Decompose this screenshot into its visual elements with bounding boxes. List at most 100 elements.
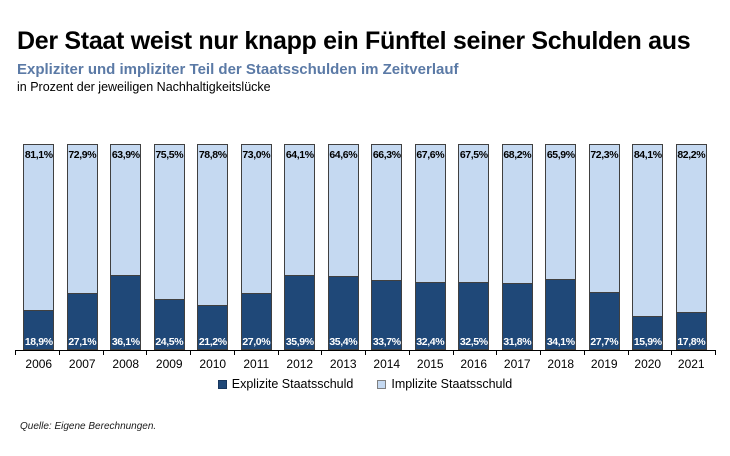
- stacked-bar: 68,2% 31,8%: [501, 144, 533, 350]
- axis-tick: [102, 351, 104, 355]
- bar-group-2016: 67,5% 32,5%: [452, 144, 496, 350]
- page-title: Der Staat weist nur knapp ein Fünftel se…: [17, 27, 691, 55]
- implicit-segment: [110, 144, 142, 276]
- axis-tick: [496, 351, 498, 355]
- bar-group-2009: 75,5% 24,5%: [148, 144, 192, 350]
- x-axis-label: 2008: [112, 357, 140, 371]
- explicit-segment: [371, 280, 403, 350]
- explicit-segment: [110, 275, 142, 350]
- legend-item-implicit: Implizite Staatsschuld: [377, 377, 512, 391]
- explicit-segment: [632, 317, 664, 350]
- stacked-bar: 72,3% 27,7%: [588, 144, 620, 350]
- implicit-value-label: 67,5%: [459, 149, 488, 161]
- x-axis-label: 2016: [460, 357, 488, 371]
- stacked-bar: 72,9% 27,1%: [66, 144, 98, 350]
- stacked-bar: 84,1% 15,9%: [632, 144, 664, 350]
- x-axis-label: 2015: [416, 357, 444, 371]
- explicit-value-label: 34,1%: [546, 336, 575, 348]
- chart-subtitle: Expliziter und impliziter Teil der Staat…: [17, 61, 459, 78]
- implicit-value-label: 64,1%: [285, 149, 314, 161]
- implicit-segment: [675, 144, 707, 314]
- stacked-bar: 66,3% 33,7%: [371, 144, 403, 350]
- bar-group-2018: 65,9% 34,1%: [539, 144, 583, 350]
- bar-group-2008: 63,9% 36,1%: [104, 144, 148, 350]
- explicit-value-label: 27,7%: [590, 336, 619, 348]
- source-note: Quelle: Eigene Berechnungen.: [20, 421, 157, 432]
- stacked-bar: 67,5% 32,5%: [458, 144, 490, 350]
- implicit-segment: [66, 144, 98, 295]
- x-axis-label: 2006: [25, 357, 53, 371]
- implicit-segment: [240, 144, 272, 295]
- implicit-value-label: 78,8%: [198, 149, 227, 161]
- implicit-value-label: 75,5%: [155, 149, 184, 161]
- explicit-value-label: 24,5%: [155, 336, 184, 348]
- axis-tick: [365, 351, 366, 355]
- implicit-segment: [371, 144, 403, 281]
- x-axis-label: 2017: [503, 357, 531, 371]
- axis-tick: [277, 351, 279, 355]
- legend: Explizite Staatsschuld Implizite Staatss…: [0, 377, 730, 391]
- explicit-value-label: 32,4%: [416, 336, 445, 348]
- implicit-value-label: 73,0%: [242, 149, 271, 161]
- explicit-segment: [66, 294, 98, 350]
- implicit-value-label: 72,9%: [68, 149, 97, 161]
- implicit-segment: [458, 144, 490, 284]
- explicit-value-label: 32,5%: [459, 336, 488, 348]
- explicit-value-label: 27,0%: [242, 336, 271, 348]
- explicit-value-label: 27,1%: [68, 336, 97, 348]
- x-axis: [15, 350, 716, 355]
- explicit-value-label: 35,4%: [329, 336, 358, 348]
- implicit-segment: [197, 144, 229, 307]
- bar-group-2020: 84,1% 15,9%: [626, 144, 670, 350]
- axis-tick: [627, 351, 629, 355]
- x-axis-label: 2010: [199, 357, 227, 371]
- explicit-value-label: 21,2%: [198, 336, 227, 348]
- stacked-bar: 64,1% 35,9%: [284, 144, 316, 350]
- stacked-bar: 82,2% 17,8%: [675, 144, 707, 350]
- explicit-segment: [327, 277, 359, 350]
- legend-item-explicit: Explizite Staatsschuld: [217, 377, 353, 391]
- axis-tick: [15, 351, 16, 355]
- stacked-bar: 81,1% 18,9%: [23, 144, 55, 350]
- axis-tick: [452, 351, 454, 355]
- implicit-value-label: 81,1%: [24, 149, 53, 161]
- bar-group-2014: 66,3% 33,7%: [365, 144, 409, 350]
- bar-group-2021: 82,2% 17,8%: [670, 144, 714, 350]
- bar-group-2011: 73,0% 27,0%: [235, 144, 279, 350]
- legend-label-implicit: Implizite Staatsschuld: [391, 377, 513, 391]
- bar-group-2017: 68,2% 31,8%: [496, 144, 540, 350]
- axis-tick: [408, 351, 410, 355]
- x-axis-label: 2013: [329, 357, 357, 371]
- axis-tick: [146, 351, 148, 355]
- implicit-segment: [501, 144, 533, 285]
- stacked-bar: 73,0% 27,0%: [240, 144, 272, 350]
- explicit-segment: [284, 276, 316, 350]
- x-axis-label: 2014: [373, 357, 401, 371]
- implicit-segment: [153, 144, 185, 300]
- x-axis-label: 2009: [155, 357, 183, 371]
- bar-group-2015: 67,6% 32,4%: [409, 144, 453, 350]
- bar-group-2010: 78,8% 21,2%: [191, 144, 235, 350]
- implicit-value-label: 68,2%: [503, 149, 532, 161]
- explicit-segment: [675, 313, 707, 350]
- implicit-value-label: 67,6%: [416, 149, 445, 161]
- implicit-value-label: 63,9%: [111, 149, 140, 161]
- explicit-segment: [458, 283, 490, 350]
- explicit-value-label: 17,8%: [677, 336, 706, 348]
- implicit-segment: [588, 144, 620, 293]
- explicit-segment: [414, 283, 446, 350]
- stacked-bar: 63,9% 36,1%: [110, 144, 142, 350]
- legend-swatch-explicit: [217, 379, 227, 389]
- explicit-segment: [197, 306, 229, 350]
- axis-tick: [58, 351, 60, 355]
- x-axis-label: 2018: [547, 357, 575, 371]
- explicit-value-label: 33,7%: [372, 336, 401, 348]
- stacked-bar: 67,6% 32,4%: [414, 144, 446, 350]
- axis-tick: [321, 351, 323, 355]
- x-axis-label: 2020: [634, 357, 662, 371]
- stacked-bar: 78,8% 21,2%: [197, 144, 229, 350]
- stacked-bar: 64,6% 35,4%: [327, 144, 359, 350]
- explicit-segment: [240, 294, 272, 350]
- bar-group-2019: 72,3% 27,7%: [583, 144, 627, 350]
